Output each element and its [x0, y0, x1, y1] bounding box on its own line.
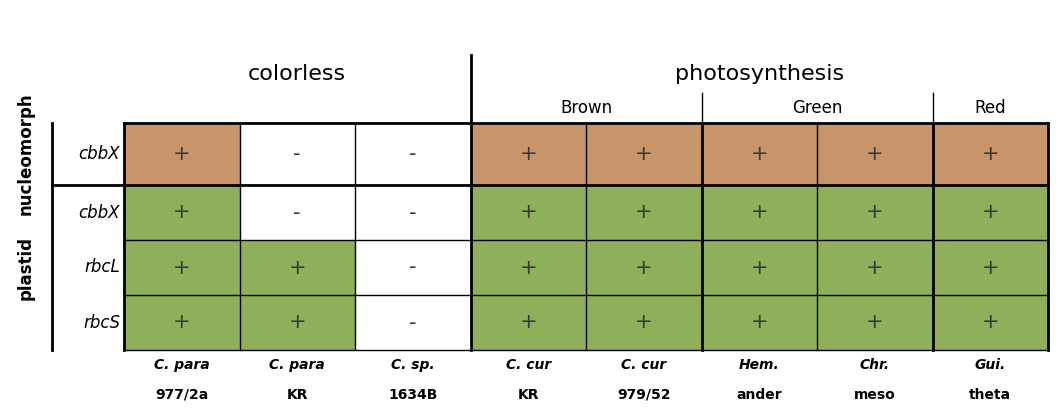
Text: +: + [751, 312, 768, 333]
Text: cbbX: cbbX [78, 204, 120, 221]
Text: +: + [520, 257, 538, 278]
Bar [124, 185, 240, 240]
Text: KR: KR [517, 388, 539, 402]
Bar [471, 240, 586, 295]
Text: +: + [981, 312, 999, 333]
Text: +: + [981, 202, 999, 223]
Text: +: + [866, 144, 884, 164]
Text: +: + [866, 257, 884, 278]
Text: C. cur: C. cur [621, 358, 666, 372]
Text: C. cur: C. cur [506, 358, 551, 372]
Bar [932, 295, 1048, 350]
Text: +: + [173, 257, 190, 278]
Bar [124, 240, 240, 295]
Text: Hem.: Hem. [739, 358, 779, 372]
Text: -: - [294, 202, 301, 223]
Text: plastid: plastid [17, 236, 35, 299]
Text: +: + [635, 202, 653, 223]
Text: ander: ander [736, 388, 782, 402]
Bar [586, 295, 701, 350]
Bar [355, 123, 471, 185]
Bar [817, 240, 932, 295]
Bar [124, 295, 240, 350]
Bar [355, 185, 471, 240]
Bar [471, 185, 586, 240]
Text: -: - [409, 144, 416, 164]
Text: +: + [981, 257, 999, 278]
Bar [240, 123, 355, 185]
Text: +: + [520, 202, 538, 223]
Text: +: + [981, 144, 999, 164]
Text: KR: KR [286, 388, 308, 402]
Text: Brown: Brown [560, 99, 612, 117]
Text: +: + [520, 144, 538, 164]
Bar [701, 295, 817, 350]
Text: 979/52: 979/52 [617, 388, 671, 402]
Bar [586, 123, 701, 185]
Bar [817, 123, 932, 185]
Text: rbcL: rbcL [84, 258, 120, 276]
Text: C. para: C. para [154, 358, 210, 372]
Text: +: + [751, 144, 768, 164]
Text: theta: theta [969, 388, 1012, 402]
Text: -: - [409, 257, 416, 278]
Bar [471, 123, 586, 185]
Bar [701, 123, 817, 185]
Text: +: + [288, 312, 306, 333]
Text: Red: Red [975, 99, 1006, 117]
Bar [817, 295, 932, 350]
Text: +: + [751, 257, 768, 278]
Text: photosynthesis: photosynthesis [675, 64, 844, 84]
Text: +: + [635, 257, 653, 278]
Text: 1634B: 1634B [388, 388, 437, 402]
Text: +: + [866, 312, 884, 333]
Text: +: + [635, 312, 653, 333]
Text: +: + [751, 202, 768, 223]
Bar [932, 240, 1048, 295]
Text: -: - [409, 202, 416, 223]
Text: -: - [294, 144, 301, 164]
Text: 977/2a: 977/2a [155, 388, 208, 402]
Bar [586, 185, 701, 240]
Bar [355, 295, 471, 350]
Text: +: + [173, 312, 190, 333]
Bar [932, 123, 1048, 185]
Text: +: + [288, 257, 306, 278]
Text: C. sp.: C. sp. [391, 358, 435, 372]
Bar [586, 240, 701, 295]
Text: cbbX: cbbX [78, 145, 120, 163]
Bar [701, 185, 817, 240]
Text: C. para: C. para [269, 358, 325, 372]
Text: colorless: colorless [248, 64, 346, 84]
Bar [240, 295, 355, 350]
Bar [817, 185, 932, 240]
Text: Chr.: Chr. [860, 358, 890, 372]
Text: +: + [866, 202, 884, 223]
Text: nucleomorph: nucleomorph [17, 93, 35, 215]
Text: Green: Green [792, 99, 843, 117]
Bar [240, 240, 355, 295]
Text: +: + [520, 312, 538, 333]
Text: +: + [173, 202, 190, 223]
Text: meso: meso [854, 388, 895, 402]
Text: +: + [173, 144, 190, 164]
Bar [124, 123, 240, 185]
Text: rbcS: rbcS [83, 313, 120, 331]
Bar [240, 185, 355, 240]
Bar [932, 185, 1048, 240]
Text: Gui.: Gui. [975, 358, 1006, 372]
Bar [701, 240, 817, 295]
Text: +: + [635, 144, 653, 164]
Bar [355, 240, 471, 295]
Bar [471, 295, 586, 350]
Text: -: - [409, 312, 416, 333]
